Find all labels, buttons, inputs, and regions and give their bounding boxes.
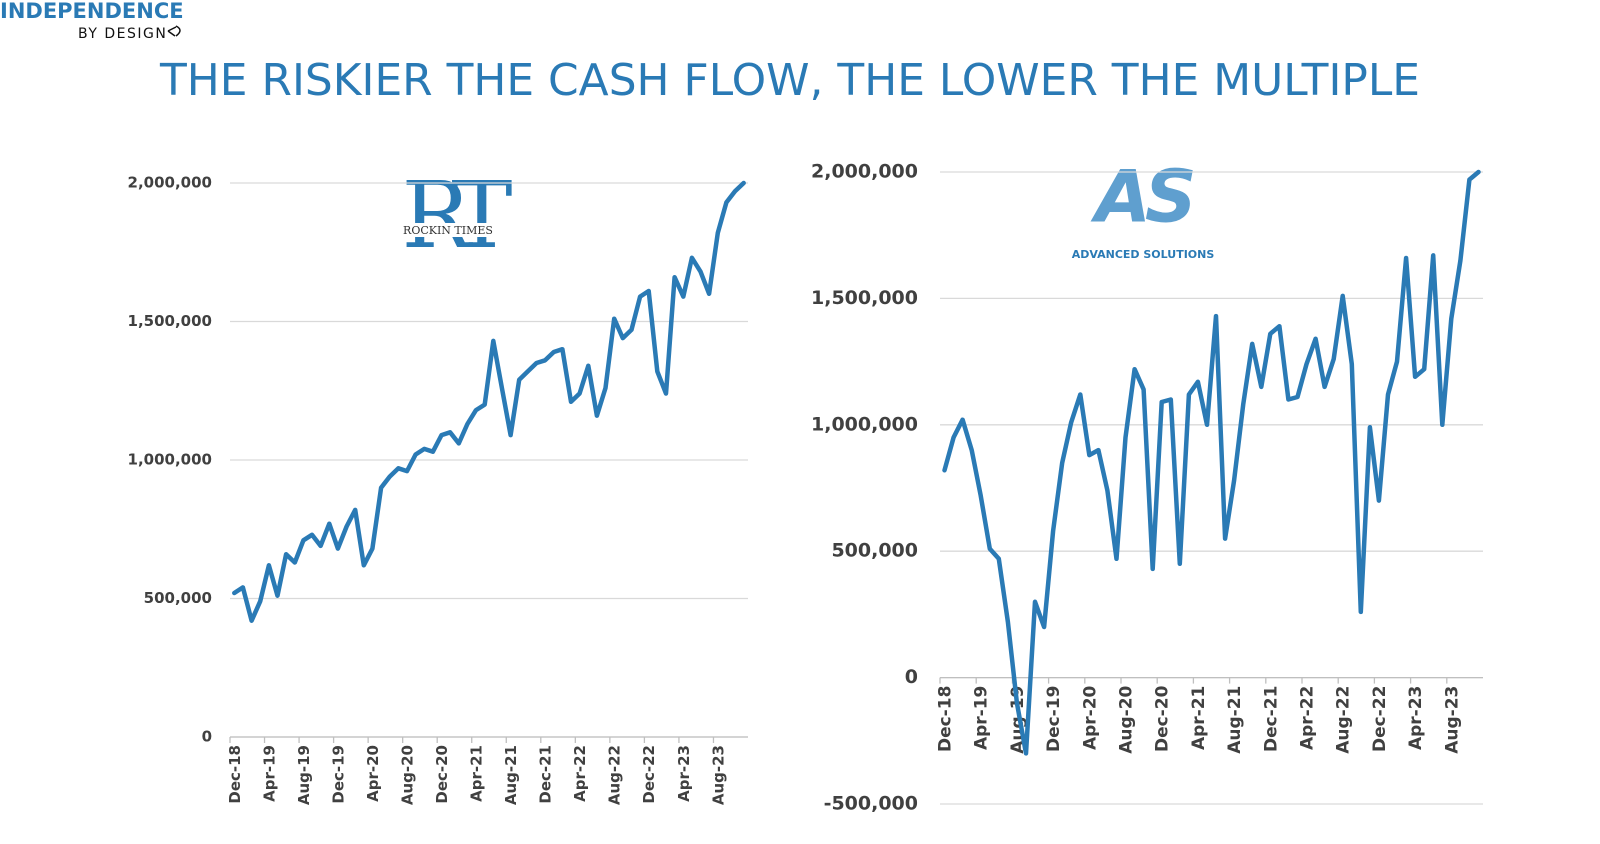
y-tick-label: 2,000,000 <box>811 161 918 183</box>
y-tick-label: -500,000 <box>824 793 918 815</box>
x-tick-label: Apr-19 <box>972 686 992 750</box>
brand-arrow <box>167 25 181 37</box>
y-tick-label: 0 <box>905 666 918 688</box>
x-tick-label: Apr-23 <box>675 745 693 802</box>
x-tick-label: Dec-22 <box>640 745 658 804</box>
x-tick-label: Apr-23 <box>1406 686 1426 750</box>
x-tick-label: Apr-19 <box>260 745 278 802</box>
x-tick-label: Aug-23 <box>1442 686 1462 754</box>
x-tick-label: Aug-20 <box>398 745 416 805</box>
x-tick-label: Dec-19 <box>329 745 347 804</box>
y-tick-label: 1,000,000 <box>128 451 212 469</box>
logo-mark: AS <box>1090 155 1193 239</box>
data-line <box>942 169 1481 756</box>
x-tick-label: Dec-21 <box>1261 686 1281 752</box>
y-tick-label: 1,000,000 <box>811 413 918 435</box>
tagline: BY DESIGN <box>78 26 167 42</box>
x-tick-label: Apr-21 <box>1189 686 1209 750</box>
page-title: THE RISKIER THE CASH FLOW, THE LOWER THE… <box>159 55 1420 106</box>
x-tick-label: Dec-22 <box>1370 686 1390 752</box>
x-tick-label: Aug-19 <box>295 745 313 805</box>
logo-name: ADVANCED SOLUTIONS <box>1072 248 1215 261</box>
x-tick-label: Dec-20 <box>433 745 451 804</box>
x-tick-label: Aug-22 <box>606 745 624 805</box>
x-tick-label: Dec-20 <box>1153 685 1173 752</box>
brand: INDEPENDENCE <box>0 0 184 23</box>
x-tick-label: Apr-20 <box>1080 685 1100 750</box>
y-tick-label: 2,000,000 <box>128 174 212 192</box>
data-line <box>232 180 746 623</box>
y-tick-label: 500,000 <box>144 589 212 607</box>
x-tick-label: Aug-23 <box>709 745 727 805</box>
x-tick-label: Dec-19 <box>1044 686 1064 752</box>
x-tick-label: Apr-22 <box>1298 686 1318 750</box>
logo-name: ROCKIN TIMES <box>403 224 493 237</box>
x-tick-label: Dec-21 <box>537 745 555 804</box>
logo-mark: RT <box>401 162 512 269</box>
x-tick-label: Aug-20 <box>1117 685 1137 753</box>
x-tick-label: Dec-18 <box>226 745 244 804</box>
x-tick-label: Apr-22 <box>571 745 589 802</box>
x-tick-label: Aug-21 <box>502 745 520 805</box>
x-tick-label: Dec-18 <box>936 686 956 752</box>
y-tick-label: 1,500,000 <box>811 287 918 309</box>
y-tick-label: 0 <box>202 728 212 746</box>
x-tick-label: Aug-22 <box>1334 686 1354 754</box>
x-tick-label: Apr-21 <box>468 745 486 802</box>
x-tick-label: Aug-21 <box>1225 686 1245 754</box>
y-tick-label: 1,500,000 <box>128 312 212 330</box>
logo-bg <box>396 223 500 237</box>
x-tick-label: Apr-20 <box>364 745 382 802</box>
y-tick-label: 500,000 <box>831 540 918 562</box>
